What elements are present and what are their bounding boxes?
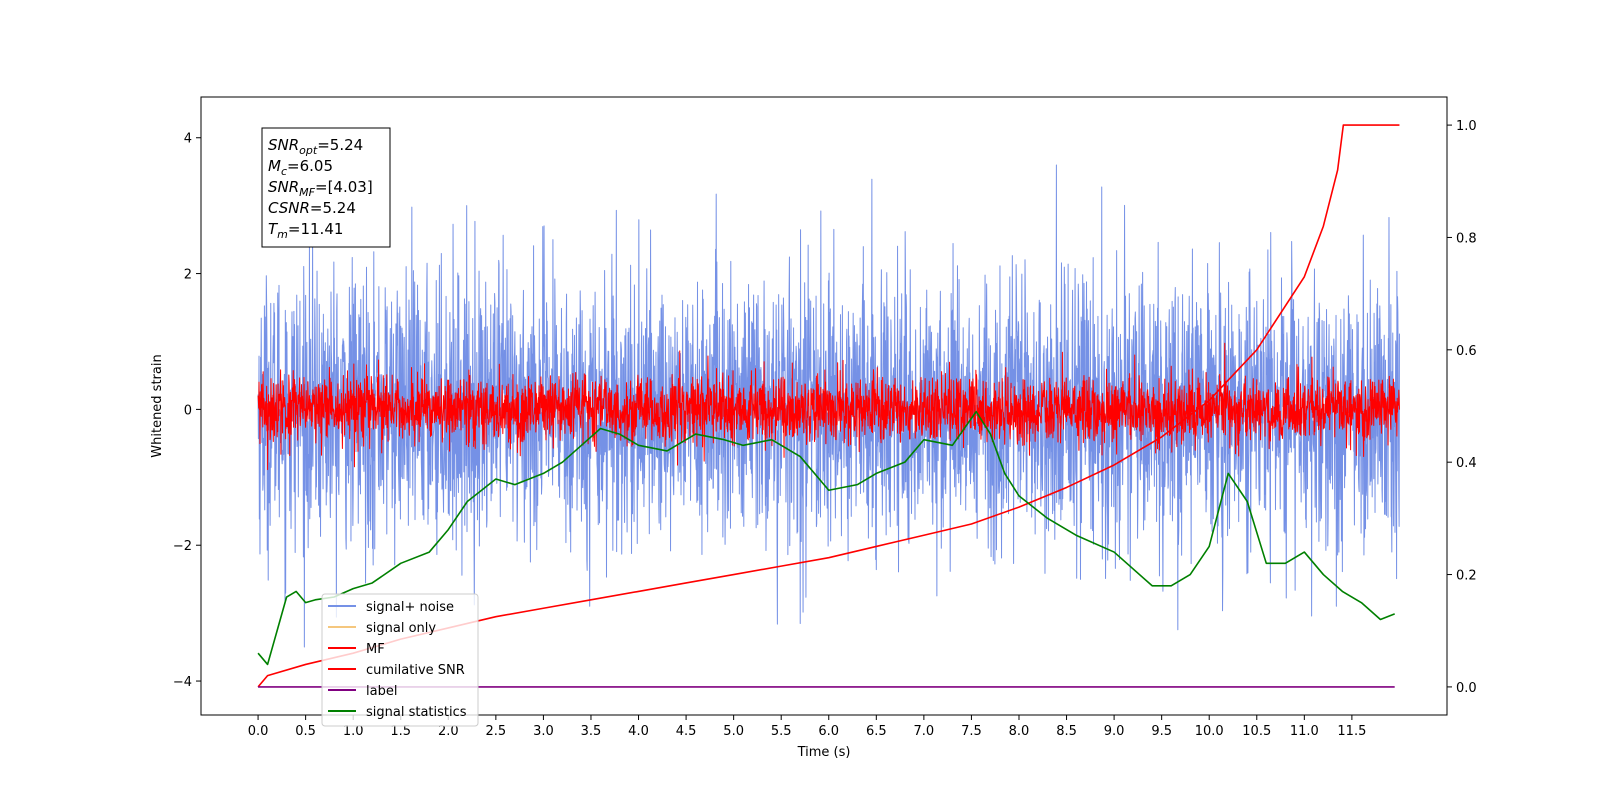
legend-label: label (366, 684, 397, 699)
annotation-line: Mc=6.05 (268, 157, 333, 178)
series-line-signal-statistics (257, 410, 1395, 666)
y2-tick-label: 0.8 (1456, 231, 1477, 246)
y-axis-ticks: 4 2 0 −2 −4 (173, 132, 201, 690)
legend-label: signal+ noise (366, 600, 454, 615)
y-axis-label: Whitened strain (150, 354, 165, 457)
x-tick-label: 4.0 (628, 724, 649, 739)
x-tick-label: 9.5 (1151, 724, 1172, 739)
x-tick-label: 8.0 (1009, 724, 1030, 739)
x-tick-label: 3.5 (581, 724, 602, 739)
plot-frame (200, 96, 1448, 716)
x-tick-label: 6.5 (866, 724, 887, 739)
x-tick-label: 1.0 (343, 724, 364, 739)
series-line-signal-noise (257, 164, 1400, 648)
y-tick-label: 0 (184, 403, 192, 418)
y2-axis-ticks: 1.0 0.8 0.6 0.4 0.2 0.0 (1447, 119, 1477, 696)
series-line-mf (257, 342, 1400, 471)
x-tick-label: 6.0 (818, 724, 839, 739)
y2-tick-label: 0.4 (1456, 456, 1477, 471)
legend-label: cumilative SNR (366, 663, 465, 678)
annotation-line: CSNR=5.24 (268, 199, 356, 217)
annotation-line: SNRMF=[4.03] (268, 178, 373, 199)
legend-frame (321, 593, 479, 727)
x-tick-label: 0.0 (248, 724, 269, 739)
x-tick-label: 11.0 (1290, 724, 1319, 739)
legend-label: MF (366, 642, 385, 657)
x-tick-label: 7.5 (961, 724, 982, 739)
x-tick-label: 1.5 (390, 724, 411, 739)
y-tick-label: −4 (173, 675, 192, 690)
y2-tick-label: 0.6 (1456, 344, 1477, 359)
y2-tick-label: 0.2 (1456, 569, 1477, 584)
legend: signal+ noise signal only MF cumilative SNR… (321, 593, 479, 727)
x-tick-label: 2.0 (438, 724, 459, 739)
y2-tick-label: 0.0 (1456, 681, 1477, 696)
x-tick-label: 3.0 (533, 724, 554, 739)
x-tick-label: 4.5 (676, 724, 697, 739)
y-tick-label: 4 (184, 132, 192, 147)
annotation-line: Tm=11.41 (268, 220, 343, 241)
x-tick-label: 0.5 (295, 724, 316, 739)
x-axis-ticks: 0.0 0.5 1.0 1.5 2.0 2.5 3.0 3.5 4.0 4.5 5.0 5.5 6.0 6… (248, 715, 1366, 739)
legend-label: signal statistics (366, 705, 467, 720)
y-tick-label: −2 (173, 539, 192, 554)
x-tick-label: 7.0 (914, 724, 935, 739)
annotation-frame (261, 127, 391, 248)
x-tick-label: 2.5 (486, 724, 507, 739)
x-tick-label: 5.0 (723, 724, 744, 739)
y2-tick-label: 1.0 (1456, 119, 1477, 134)
y-tick-label: 2 (184, 268, 192, 283)
x-tick-label: 5.5 (771, 724, 792, 739)
legend-label: signal only (366, 621, 436, 636)
annotation-line: SNRopt=5.24 (268, 136, 363, 157)
x-tick-label: 10.5 (1242, 724, 1271, 739)
x-axis-label: Time (s) (797, 745, 851, 760)
x-tick-label: 11.5 (1337, 724, 1366, 739)
x-tick-label: 8.5 (1056, 724, 1077, 739)
x-tick-label: 9.0 (1104, 724, 1125, 739)
x-tick-label: 10.0 (1195, 724, 1224, 739)
